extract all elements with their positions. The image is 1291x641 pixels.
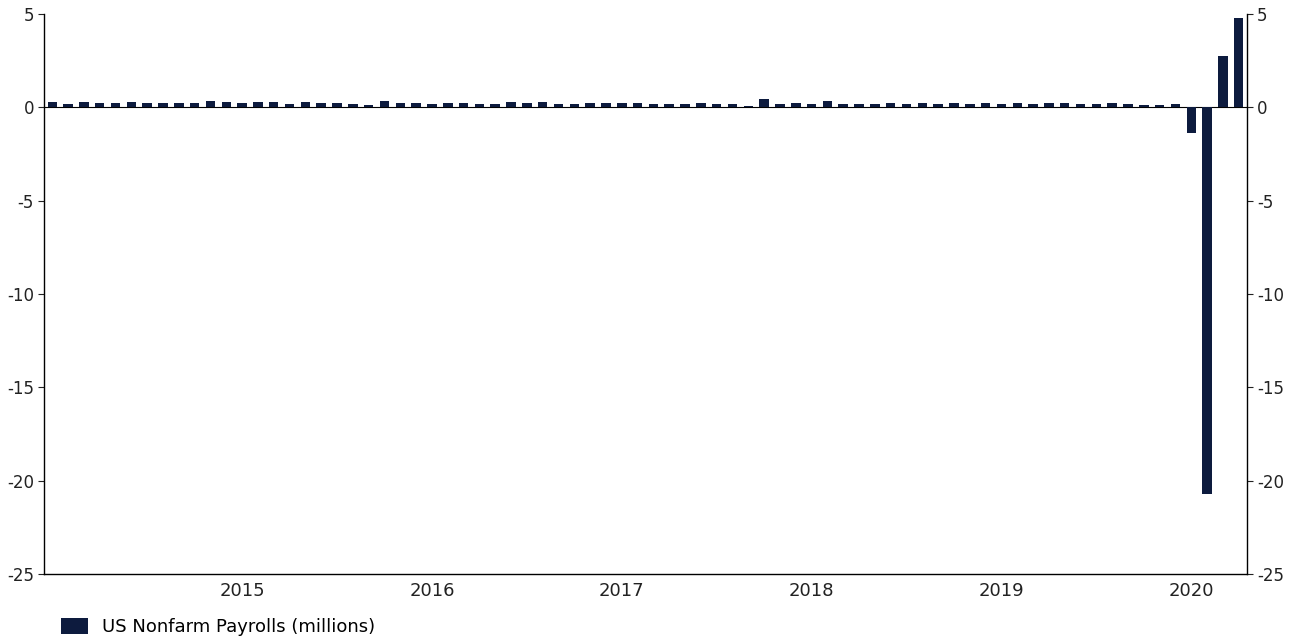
Bar: [886, 103, 896, 107]
Bar: [933, 104, 942, 107]
Bar: [491, 104, 500, 107]
Bar: [648, 104, 658, 107]
Bar: [838, 104, 848, 107]
Bar: [253, 103, 262, 107]
Bar: [63, 104, 72, 107]
Bar: [791, 103, 800, 107]
Bar: [617, 103, 626, 107]
Bar: [554, 104, 563, 107]
Bar: [1060, 103, 1069, 107]
Bar: [427, 104, 436, 107]
Bar: [412, 103, 421, 107]
Bar: [870, 104, 879, 107]
Bar: [1123, 104, 1132, 107]
Bar: [585, 103, 595, 107]
Bar: [316, 103, 325, 107]
Bar: [807, 104, 816, 107]
Bar: [981, 103, 990, 107]
Bar: [822, 101, 833, 107]
Bar: [744, 106, 753, 107]
Bar: [1171, 104, 1180, 107]
Legend: US Nonfarm Payrolls (millions): US Nonfarm Payrolls (millions): [53, 611, 382, 641]
Bar: [111, 103, 120, 107]
Bar: [1029, 104, 1038, 107]
Bar: [301, 102, 310, 107]
Bar: [443, 103, 453, 107]
Bar: [159, 103, 168, 107]
Bar: [380, 101, 389, 107]
Bar: [949, 103, 959, 107]
Bar: [522, 103, 532, 107]
Bar: [1219, 56, 1228, 107]
Bar: [538, 103, 547, 107]
Bar: [966, 104, 975, 107]
Bar: [1012, 103, 1022, 107]
Bar: [205, 101, 216, 107]
Bar: [997, 104, 1006, 107]
Bar: [696, 103, 706, 107]
Bar: [79, 103, 89, 107]
Bar: [602, 103, 611, 107]
Bar: [1044, 103, 1053, 107]
Bar: [728, 104, 737, 107]
Bar: [332, 103, 342, 107]
Bar: [142, 103, 152, 107]
Bar: [1075, 104, 1086, 107]
Bar: [458, 103, 469, 107]
Bar: [902, 104, 911, 107]
Bar: [633, 103, 643, 107]
Bar: [48, 103, 57, 107]
Bar: [1186, 107, 1195, 133]
Bar: [222, 102, 231, 107]
Bar: [711, 104, 722, 107]
Bar: [569, 104, 580, 107]
Bar: [855, 104, 864, 107]
Bar: [96, 103, 105, 107]
Bar: [269, 102, 279, 107]
Bar: [364, 104, 373, 107]
Bar: [127, 102, 136, 107]
Bar: [918, 103, 927, 107]
Bar: [238, 103, 247, 107]
Bar: [1092, 104, 1101, 107]
Bar: [174, 103, 183, 107]
Bar: [665, 104, 674, 107]
Bar: [1108, 103, 1117, 107]
Bar: [190, 103, 199, 107]
Bar: [1155, 105, 1164, 107]
Bar: [285, 104, 294, 107]
Bar: [1202, 107, 1212, 494]
Bar: [475, 104, 484, 107]
Bar: [1139, 104, 1149, 107]
Bar: [775, 104, 785, 107]
Bar: [1234, 18, 1243, 107]
Bar: [349, 104, 358, 107]
Bar: [506, 102, 516, 107]
Bar: [759, 99, 769, 107]
Bar: [680, 104, 689, 107]
Bar: [395, 103, 405, 107]
